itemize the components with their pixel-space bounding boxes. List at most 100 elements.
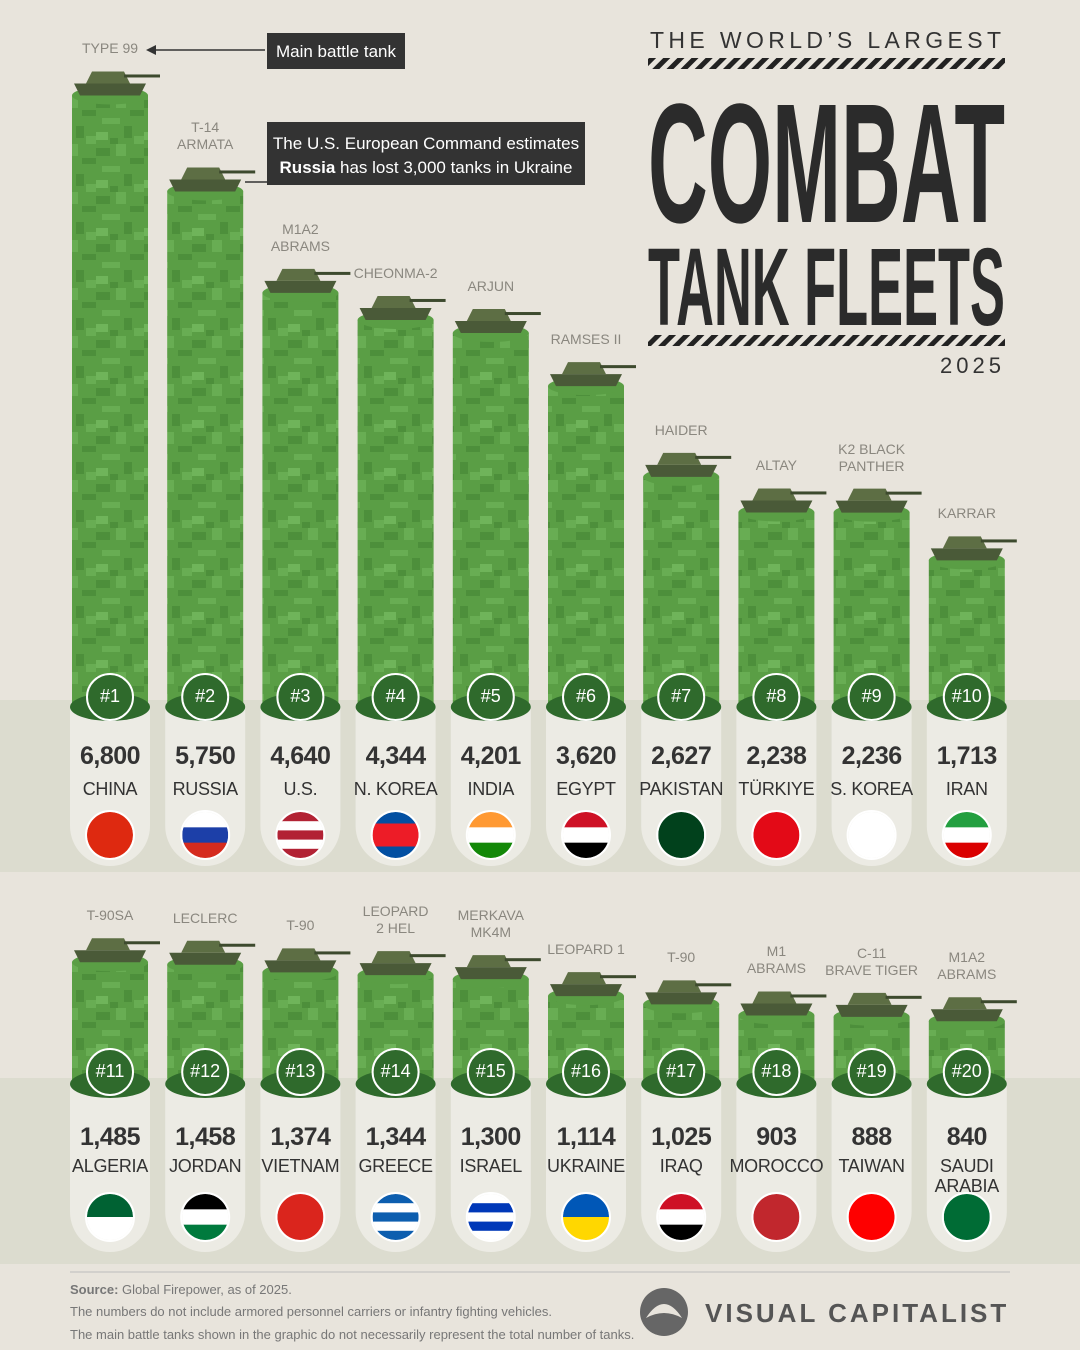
title-line: COMBAT — [648, 69, 1005, 259]
flag-stripe — [372, 1194, 419, 1204]
flag-stripe — [658, 1224, 705, 1240]
category-label: PAKISTAN — [639, 779, 724, 799]
flag-stripe — [372, 846, 419, 858]
rank-label: #12 — [190, 1061, 221, 1081]
tank-hull — [835, 500, 908, 513]
flag-ring — [656, 810, 707, 860]
rank-badge — [181, 673, 230, 721]
tank-hull — [645, 992, 718, 1005]
value-label: 4,640 — [270, 742, 331, 770]
flag-stripe — [372, 823, 419, 836]
tank-label: KARRAR — [937, 505, 996, 522]
value-label: 4,344 — [365, 742, 427, 770]
category-label: VIETNAM — [261, 1156, 340, 1176]
flag-stripe — [277, 821, 324, 831]
tank-icon — [740, 488, 827, 513]
rank-badge — [942, 1048, 991, 1096]
tank-label: M1 — [766, 943, 787, 960]
value-label: 2,238 — [746, 742, 807, 770]
flag-stripe — [182, 827, 229, 844]
flag-stripe — [753, 1194, 800, 1240]
tank-gun — [124, 74, 160, 78]
rank-label: #20 — [951, 1061, 982, 1081]
tank-gun — [219, 943, 256, 947]
flag-ring — [180, 810, 231, 860]
tank-label: ABRAMS — [937, 966, 997, 983]
value-label: 840 — [946, 1123, 988, 1151]
tank-label: PANTHER — [838, 457, 905, 474]
tank-label: ARMATA — [177, 136, 234, 153]
tank-turret — [181, 167, 226, 180]
category-label: IRAN — [945, 779, 988, 799]
tank-turret — [847, 992, 892, 1005]
value-label: 1,300 — [460, 1123, 522, 1151]
flag-stripe — [182, 1194, 229, 1210]
tank-icon — [454, 955, 541, 980]
category-label: ISRAEL — [459, 1156, 523, 1176]
flag-stripe — [277, 830, 324, 841]
flag — [943, 812, 990, 858]
flag-stripe — [467, 1194, 514, 1204]
rank-label: #5 — [480, 686, 501, 706]
rank-badge — [371, 1048, 420, 1096]
tank-hull — [454, 321, 527, 334]
value-label: 1,344 — [365, 1123, 427, 1151]
tank-label: RAMSES II — [550, 331, 622, 348]
flag-stripe — [87, 1194, 133, 1218]
tank-gun — [980, 539, 1017, 543]
tank-turret — [752, 488, 797, 501]
tank-label: LECLERC — [172, 909, 238, 926]
footnote: The numbers do not include armored perso… — [70, 1304, 552, 1319]
flag-ring — [370, 1192, 421, 1242]
tank-label: T-90 — [667, 949, 696, 966]
category-label: GREECE — [358, 1156, 433, 1176]
category-label: TÜRKIYE — [738, 779, 815, 799]
tank-turret — [86, 938, 130, 951]
flag-stripe — [372, 1212, 419, 1223]
tank-gun — [314, 271, 351, 275]
bar — [452, 333, 529, 715]
flag-stripe — [277, 812, 324, 822]
tank-hull — [740, 500, 813, 513]
rank-label: #18 — [761, 1061, 792, 1081]
value-label: 4,201 — [460, 742, 522, 770]
category-label: TAIWAN — [838, 1156, 905, 1176]
flag-stripe — [467, 1221, 514, 1232]
bar — [72, 95, 148, 716]
category-label: CHINA — [82, 779, 138, 799]
logo-icon — [646, 1304, 682, 1318]
source-text: Global Firepower, as of 2025. — [118, 1282, 292, 1297]
tank-gun — [790, 491, 827, 495]
annotation: Russia has lost 3,000 tanks in Ukraine — [280, 158, 573, 177]
category-label: EGYPT — [556, 779, 616, 799]
flag-ring — [180, 1192, 231, 1242]
tank-icon — [930, 536, 1017, 561]
rank-badge — [466, 673, 515, 721]
flag-ring — [85, 810, 135, 860]
rank-label: #11 — [95, 1061, 125, 1081]
tank-gun — [409, 954, 446, 958]
tank-icon — [740, 991, 827, 1016]
tank-hull — [74, 950, 146, 963]
tank-turret — [371, 295, 416, 308]
flag — [87, 812, 133, 858]
rank-badge — [657, 673, 706, 721]
tank-gun — [314, 951, 351, 955]
tank-hull — [930, 548, 1003, 561]
tank-gun — [885, 995, 922, 999]
tank-label: CHEONMA-2 — [353, 264, 438, 281]
flag-stripe — [182, 812, 229, 828]
flag — [753, 1194, 800, 1240]
flag-stripe — [943, 812, 990, 828]
tank-label: TYPE 99 — [81, 40, 139, 57]
tank-hull — [835, 1004, 908, 1017]
category-label: JORDAN — [169, 1156, 242, 1176]
rank-badge — [86, 673, 134, 721]
tank-turret — [562, 362, 606, 375]
tank-icon — [359, 951, 446, 976]
tank-gun — [600, 365, 636, 369]
tank-label: T-14 — [191, 119, 220, 136]
flag-stripe — [753, 812, 800, 858]
